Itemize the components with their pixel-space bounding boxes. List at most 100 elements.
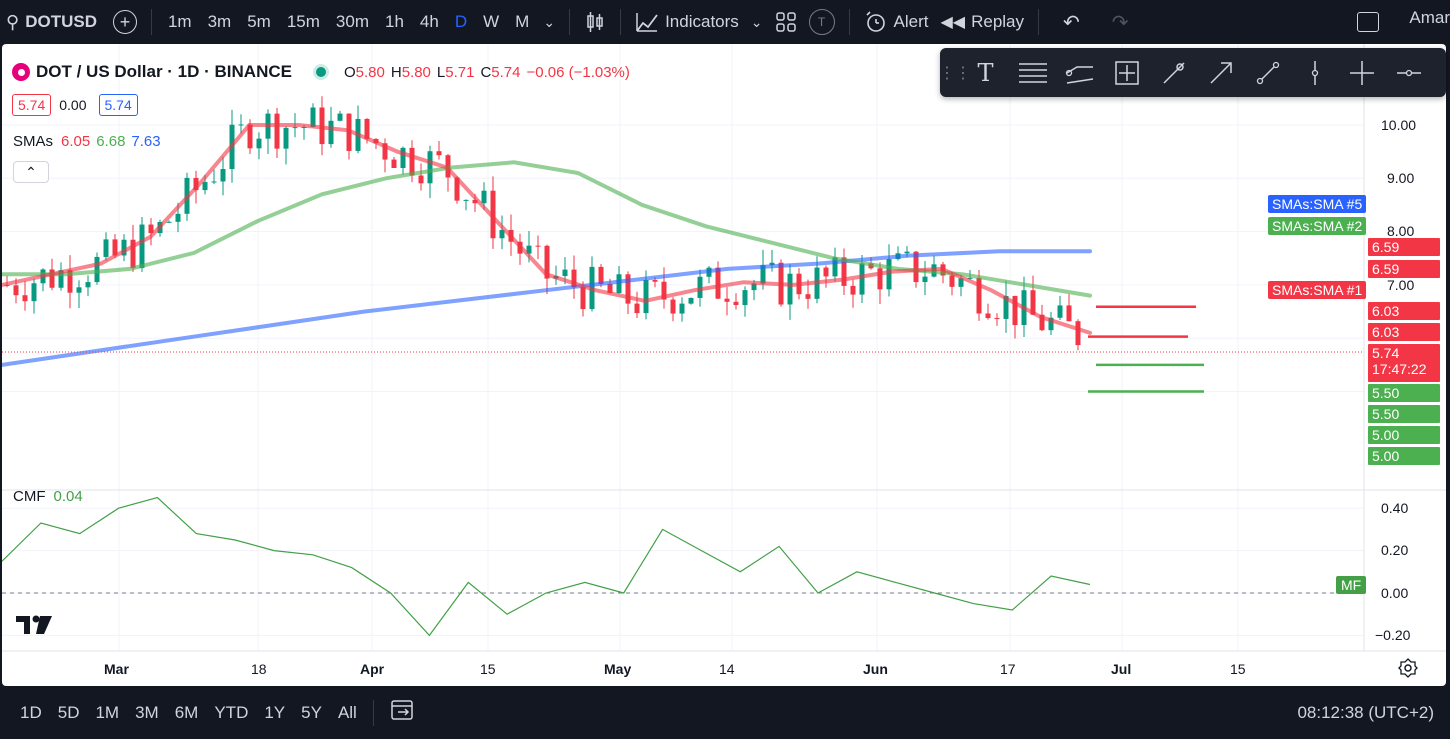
vertical-line-tool-button[interactable]	[1291, 48, 1338, 97]
fib-tool-button[interactable]	[1009, 48, 1056, 97]
measure-tool-button[interactable]	[1103, 48, 1150, 97]
candle-body	[13, 285, 19, 296]
timeframe-D[interactable]: D	[454, 12, 468, 31]
range-1m[interactable]: 1M	[95, 702, 120, 722]
sell-button[interactable]: 5.74	[12, 94, 52, 116]
open-value: 5.80	[355, 63, 385, 81]
indicators-dropdown-button[interactable]: ⌄	[745, 0, 769, 44]
candle-body	[733, 301, 739, 306]
chevron-up-icon: ⌃	[25, 163, 37, 180]
cross-line-tool-button[interactable]	[1338, 48, 1385, 97]
replay-label: Replay	[971, 12, 1025, 31]
text-icon: T	[977, 58, 994, 87]
chart-settings-button[interactable]	[1398, 658, 1418, 678]
go-to-date-button[interactable]	[382, 698, 424, 727]
candle-body	[382, 143, 388, 160]
cmf-legend: CMF 0.04	[13, 488, 83, 505]
cmf-tick: −0.20	[1375, 627, 1411, 643]
market-open-dot-icon	[315, 67, 326, 77]
candles-icon	[587, 12, 603, 32]
alert-button[interactable]: Alert	[858, 0, 935, 44]
timeframe-M[interactable]: M	[515, 12, 530, 31]
candle-body	[112, 239, 118, 256]
price-tick: 7.00	[1387, 277, 1415, 293]
chart-canvas[interactable]	[2, 44, 1446, 686]
candle-body	[634, 303, 640, 314]
polkadot-logo-icon	[12, 63, 30, 81]
collapse-legend-button[interactable]: ⌃	[13, 161, 49, 183]
candle-body	[85, 282, 91, 288]
symbol-search[interactable]: ⚲ DOTUSD	[0, 0, 103, 44]
toolbar-divider	[620, 9, 622, 35]
candle-body	[985, 313, 991, 319]
text-tool-button[interactable]: T	[962, 48, 1009, 97]
candle-body	[337, 113, 343, 121]
arrow-tool-button[interactable]	[1197, 48, 1244, 97]
candle-body	[472, 199, 478, 204]
buy-button[interactable]: 5.74	[98, 94, 138, 116]
range-5y[interactable]: 5Y	[301, 702, 322, 722]
compare-symbol-button[interactable]: +	[103, 0, 143, 44]
undo-button[interactable]: ↶	[1047, 0, 1096, 44]
timeframe-dropdown-button[interactable]: ⌄	[537, 0, 561, 44]
candle-body	[787, 273, 793, 305]
timeframe-4h[interactable]: 4h	[419, 12, 439, 31]
timeframe-3m[interactable]: 3m	[207, 12, 232, 31]
candle-body	[1012, 295, 1018, 326]
candle-body	[877, 268, 883, 290]
price-tag: 6.03	[1368, 302, 1440, 320]
replay-button[interactable]: ◀◀ Replay	[934, 0, 1030, 44]
drag-handle[interactable]: ⋮⋮	[939, 64, 971, 82]
trend-line-tool-button[interactable]	[1150, 48, 1197, 97]
time-tick: 14	[719, 661, 735, 677]
timeframe-1m[interactable]: 1m	[167, 12, 192, 31]
cmf-label: CMF	[13, 488, 46, 505]
spread-value: 0.00	[59, 97, 87, 113]
range-all[interactable]: All	[337, 702, 357, 722]
timeframe-5m[interactable]: 5m	[247, 12, 271, 31]
search-icon: ⚲	[6, 11, 20, 32]
ray-tool-button[interactable]	[1244, 48, 1291, 97]
candle-body	[652, 279, 658, 282]
range-ytd[interactable]: YTD	[214, 702, 249, 722]
timeframe-W[interactable]: W	[483, 12, 500, 31]
candle-body	[94, 256, 100, 283]
toolbar-divider	[569, 9, 571, 35]
timeframe-30m[interactable]: 30m	[335, 12, 369, 31]
templates-button[interactable]: T	[803, 0, 841, 44]
timeframe-15m[interactable]: 15m	[286, 12, 320, 31]
range-5d[interactable]: 5D	[57, 702, 80, 722]
candle-body	[832, 257, 838, 277]
fullscreen-button[interactable]	[1351, 0, 1403, 44]
clock-timezone[interactable]: 08:12:38 (UTC+2)	[1297, 702, 1434, 722]
redo-button[interactable]: ↷	[1096, 0, 1145, 44]
chart-area[interactable]: DOT / US Dollar · 1D · BINANCE O 5.80 H 5.…	[2, 44, 1446, 686]
channel-tool-button[interactable]	[1056, 48, 1103, 97]
sma-legend: SMAs 6.05 6.68 7.63	[13, 133, 161, 150]
candle-body	[670, 299, 676, 314]
candle-body	[526, 245, 532, 254]
chart-type-button[interactable]	[578, 0, 612, 44]
user-menu[interactable]: Amar	[1403, 0, 1450, 28]
square-icon	[1357, 12, 1380, 32]
range-6m[interactable]: 6M	[174, 702, 199, 722]
cmf-tick: 0.00	[1381, 585, 1409, 601]
range-1y[interactable]: 1Y	[264, 702, 286, 722]
range-1d[interactable]: 1D	[20, 702, 42, 722]
candle-body	[310, 107, 316, 128]
layouts-button[interactable]	[769, 0, 803, 44]
indicators-button[interactable]: Indicators	[629, 0, 745, 44]
change-value: −0.06 (−1.03%)	[526, 63, 630, 81]
candle-body	[409, 147, 415, 176]
candle-body	[967, 277, 973, 279]
candle-body	[886, 259, 892, 290]
cmf-tick: 0.20	[1381, 542, 1409, 558]
horizontal-line-tool-button[interactable]	[1385, 48, 1432, 97]
range-3m[interactable]: 3M	[135, 702, 159, 722]
parallel-channel-icon	[1065, 65, 1093, 84]
toolbar-divider	[150, 9, 152, 35]
user-name: Amar	[1409, 8, 1450, 27]
timeframe-1h[interactable]: 1h	[385, 12, 404, 31]
trade-buttons: 5.74 0.00 5.74	[12, 94, 146, 116]
price-tag: 6.03	[1368, 323, 1440, 341]
